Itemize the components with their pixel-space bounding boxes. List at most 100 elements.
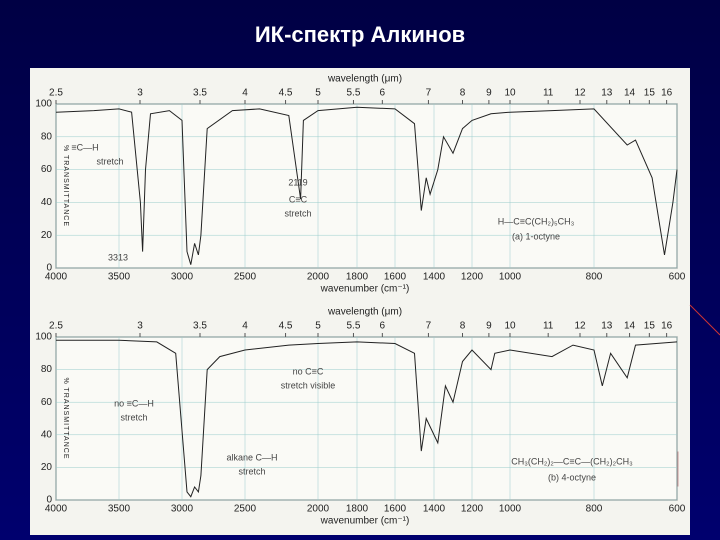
x2-tick-label: 14 bbox=[624, 321, 636, 332]
y-tick-label: 20 bbox=[41, 462, 53, 473]
x2-tick-label: 12 bbox=[574, 88, 586, 99]
x-tick-label: 4000 bbox=[45, 272, 68, 283]
y-tick-label: 60 bbox=[41, 164, 53, 175]
x2-tick-label: 4.5 bbox=[279, 321, 293, 332]
annotation: no ≡C—H bbox=[114, 398, 154, 408]
x-tick-label: 3500 bbox=[108, 504, 131, 515]
x2-tick-label: 7 bbox=[426, 321, 432, 332]
x2-tick-label: 2.5 bbox=[49, 88, 63, 99]
x-tick-label: 1800 bbox=[346, 272, 369, 283]
x2-tick-label: 8 bbox=[460, 88, 466, 99]
y-axis-label: % TRANSMITTANCE bbox=[62, 145, 69, 227]
x2-tick-label: 7 bbox=[426, 88, 432, 99]
x2-tick-label: 10 bbox=[504, 321, 516, 332]
decor-line bbox=[689, 304, 720, 336]
annotation: (a) 1-octyne bbox=[512, 231, 560, 241]
x-tick-label: 800 bbox=[586, 272, 603, 283]
spectrum-line bbox=[55, 106, 678, 265]
x-tick-label: 600 bbox=[669, 272, 686, 283]
annotation: H—C≡C(CH₂)₅CH₃ bbox=[498, 216, 575, 226]
x2-tick-label: 14 bbox=[624, 88, 636, 99]
x2-tick-label: 3.5 bbox=[193, 321, 207, 332]
annotation: ≡C—H bbox=[71, 142, 98, 152]
annotation: alkane C—H bbox=[226, 452, 277, 462]
x2-tick-label: 10 bbox=[504, 88, 516, 99]
x2-tick-label: 4.5 bbox=[279, 88, 293, 99]
x2-tick-label: 6 bbox=[380, 88, 386, 99]
x-tick-label: 2000 bbox=[307, 504, 330, 515]
x2-tick-label: 3 bbox=[137, 321, 143, 332]
y-tick-label: 100 bbox=[35, 332, 52, 343]
x-tick-label: 1200 bbox=[461, 272, 484, 283]
x2-tick-label: 4 bbox=[242, 88, 248, 99]
y-tick-label: 0 bbox=[46, 495, 52, 506]
x2-tick-label: 5 bbox=[315, 321, 321, 332]
x-tick-label: 2500 bbox=[234, 272, 257, 283]
x2-tick-label: 9 bbox=[486, 88, 492, 99]
spectrum-line bbox=[56, 339, 678, 498]
annotation: stretch visible bbox=[281, 380, 336, 390]
x-tick-label: 4000 bbox=[45, 504, 68, 515]
x2-tick-label: 11 bbox=[543, 88, 554, 99]
annotation: CH₃(CH₂)₂—C≡C—(CH₂)₂CH₃ bbox=[511, 456, 633, 466]
x2-tick-label: 15 bbox=[644, 321, 656, 332]
x2-tick-label: 3.5 bbox=[193, 88, 207, 99]
x2-tick-label: 2.5 bbox=[49, 321, 63, 332]
y-tick-label: 20 bbox=[41, 230, 53, 241]
x2-tick-label: 11 bbox=[543, 321, 554, 332]
x-tick-label: 2500 bbox=[234, 504, 257, 515]
annotation: no C≡C bbox=[293, 366, 324, 376]
x-tick-label: 1600 bbox=[384, 272, 407, 283]
annotation: stretch bbox=[120, 412, 147, 422]
annotation: 2119 bbox=[288, 177, 307, 187]
y-tick-label: 0 bbox=[46, 263, 52, 274]
y-tick-label: 40 bbox=[41, 197, 53, 208]
x2-tick-label: 5 bbox=[315, 88, 321, 99]
y-tick-label: 100 bbox=[35, 99, 52, 110]
x2-tick-label: 5.5 bbox=[347, 88, 361, 99]
x2-tick-label: 15 bbox=[644, 88, 656, 99]
x-tick-label: 1800 bbox=[346, 504, 369, 515]
plot-area bbox=[55, 103, 678, 269]
x2-tick-label: 12 bbox=[574, 321, 586, 332]
x2-tick-label: 9 bbox=[486, 321, 492, 332]
x-tick-label: 1000 bbox=[499, 504, 522, 515]
x2-tick-label: 16 bbox=[661, 321, 673, 332]
x-axis-label: wavenumber (cm⁻¹) bbox=[320, 284, 410, 295]
x2-tick-label: 3 bbox=[137, 88, 143, 99]
x2-tick-label: 4 bbox=[242, 321, 248, 332]
x-tick-label: 800 bbox=[586, 504, 603, 515]
slide-title: ИК-спектр Алкинов bbox=[255, 22, 465, 47]
x-tick-label: 3000 bbox=[171, 272, 194, 283]
annotation: stretch bbox=[96, 156, 123, 166]
x2-tick-label: 6 bbox=[380, 321, 386, 332]
x2-tick-label: 16 bbox=[661, 88, 673, 99]
x2-tick-label: 13 bbox=[601, 321, 613, 332]
x-tick-label: 1000 bbox=[499, 272, 522, 283]
x-tick-label: 1600 bbox=[384, 504, 407, 515]
x2-tick-label: 5.5 bbox=[347, 321, 361, 332]
x-tick-label: 3000 bbox=[171, 504, 194, 515]
annotation: stretch bbox=[284, 208, 311, 218]
x-axis-label: wavenumber (cm⁻¹) bbox=[320, 516, 410, 527]
y-tick-label: 40 bbox=[41, 429, 53, 440]
x2-tick-label: 8 bbox=[460, 321, 466, 332]
x2-axis-label: wavelength (μm) bbox=[327, 74, 402, 85]
y-tick-label: 80 bbox=[41, 364, 53, 375]
y-axis-label: % TRANSMITTANCE bbox=[62, 377, 69, 459]
annotation: (b) 4-octyne bbox=[548, 472, 596, 482]
x-tick-label: 600 bbox=[669, 504, 686, 515]
y-tick-label: 80 bbox=[41, 131, 53, 142]
plot-area bbox=[55, 336, 678, 501]
x-tick-label: 1400 bbox=[423, 272, 446, 283]
x2-tick-label: 13 bbox=[601, 88, 613, 99]
annotation: C≡C bbox=[289, 194, 308, 204]
y-tick-label: 60 bbox=[41, 397, 53, 408]
x-tick-label: 2000 bbox=[307, 272, 330, 283]
x-tick-label: 1400 bbox=[423, 504, 446, 515]
annotation: stretch bbox=[238, 466, 265, 476]
x-tick-label: 1200 bbox=[461, 504, 484, 515]
annotation: 3313 bbox=[108, 252, 128, 262]
x-tick-label: 3500 bbox=[108, 272, 131, 283]
